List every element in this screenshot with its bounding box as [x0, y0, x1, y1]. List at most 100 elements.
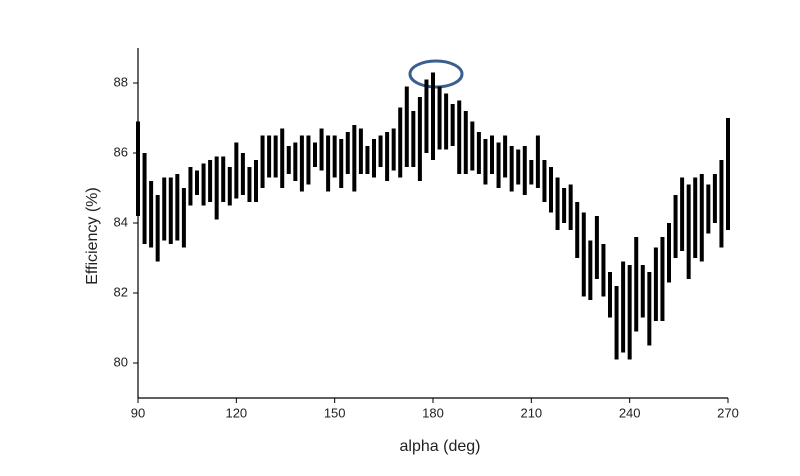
range-bar [542, 160, 547, 202]
range-bar [365, 146, 370, 174]
range-bar [181, 188, 186, 248]
range-bar [699, 174, 704, 262]
range-bar [483, 139, 488, 185]
range-bar [496, 142, 501, 188]
range-bar [680, 177, 685, 251]
range-bar [562, 188, 567, 223]
range-bar [555, 177, 560, 230]
range-bar [293, 142, 298, 181]
range-bar [299, 135, 304, 192]
range-bar [431, 72, 435, 160]
range-bar [385, 132, 390, 181]
range-bar [260, 135, 265, 188]
range-bar [621, 261, 626, 353]
range-bar [712, 174, 717, 223]
range-bar [667, 223, 671, 283]
y-tick-label: 86 [114, 144, 128, 159]
range-bar [424, 79, 429, 153]
range-bar [647, 272, 652, 346]
y-tick-label: 88 [114, 74, 128, 89]
range-bar [372, 139, 376, 178]
range-bar [614, 286, 619, 360]
range-bar [352, 125, 357, 192]
range-bar [588, 240, 593, 300]
range-bar [162, 177, 167, 241]
x-tick-label: 240 [619, 405, 641, 420]
range-bar [313, 142, 317, 167]
range-bar [240, 153, 245, 195]
x-tick-label: 270 [717, 405, 739, 420]
range-bar [476, 132, 481, 174]
range-bar [280, 128, 285, 188]
range-bar [660, 237, 665, 321]
range-bar [568, 184, 573, 230]
range-bar [214, 156, 219, 220]
range-bar [490, 135, 494, 174]
range-bar [404, 86, 409, 167]
range-bar [549, 167, 553, 213]
range-bar [437, 86, 442, 150]
range-bar [221, 156, 226, 202]
range-bar [601, 244, 606, 297]
range-bar [286, 146, 291, 174]
range-bar [201, 163, 206, 206]
range-bar [640, 265, 645, 318]
range-bar [457, 100, 462, 174]
range-bar [267, 135, 272, 178]
range-bar [673, 195, 678, 258]
range-bar [535, 135, 540, 188]
range-bar [168, 177, 173, 244]
range-bar [450, 104, 455, 146]
range-bar [273, 135, 278, 178]
range-bar [326, 135, 331, 192]
highlight-ellipse [408, 59, 464, 89]
y-tick-label: 82 [114, 284, 128, 299]
range-bar [634, 237, 639, 332]
range-bar [345, 132, 350, 174]
range-bar [188, 167, 193, 206]
range-bar [339, 139, 344, 188]
range-bar [227, 167, 232, 206]
range-bar [444, 93, 449, 150]
range-bar [653, 247, 658, 321]
range-bar [234, 142, 239, 199]
range-bar [247, 167, 252, 202]
x-axis-label: alpha (deg) [400, 438, 481, 455]
x-tick-label: 90 [131, 405, 145, 420]
range-bar [503, 135, 508, 178]
range-bar [594, 216, 599, 279]
range-bar [470, 121, 475, 171]
range-bar [608, 272, 612, 318]
range-bar [417, 97, 422, 181]
range-bar [581, 212, 586, 297]
range-bar [306, 135, 311, 185]
range-bar [627, 265, 632, 360]
y-tick-label: 84 [114, 214, 128, 229]
range-bar [195, 170, 199, 195]
range-bar [208, 160, 213, 202]
range-bar [719, 160, 724, 248]
x-tick-label: 210 [520, 405, 542, 420]
range-bar [149, 181, 154, 248]
range-bar [155, 195, 160, 262]
y-axis-label: Efficiency (%) [84, 187, 101, 285]
range-bar [726, 118, 730, 230]
range-bar [522, 146, 527, 195]
range-bar [509, 146, 514, 192]
range-bar [332, 135, 337, 178]
y-tick-label: 80 [114, 354, 128, 369]
range-bar [693, 177, 698, 258]
range-bar [358, 128, 363, 174]
range-bar [529, 160, 534, 185]
range-bar [175, 174, 180, 241]
range-bar [254, 160, 258, 202]
range-bar [463, 111, 468, 174]
x-tick-label: 150 [324, 405, 346, 420]
x-tick-label: 180 [422, 405, 444, 420]
x-tick-label: 120 [225, 405, 247, 420]
range-bar [319, 128, 324, 171]
range-bar [516, 149, 521, 185]
range-bar [378, 135, 383, 167]
